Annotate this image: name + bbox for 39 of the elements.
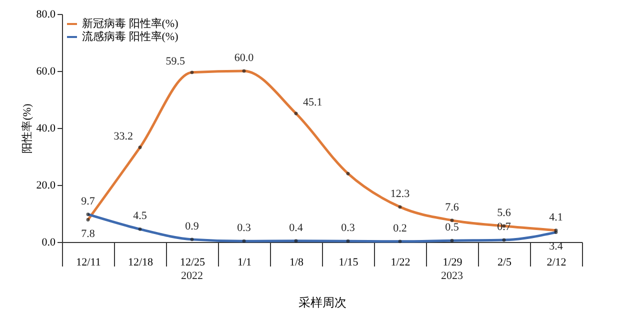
data-label: 45.1: [303, 96, 322, 108]
x-tick-label: 1/8: [289, 256, 304, 268]
data-label: 59.5: [166, 55, 186, 68]
y-tick-label: 20.0: [36, 180, 56, 192]
data-label: 7.8: [81, 228, 96, 240]
data-label: 0.3: [237, 222, 252, 234]
text: 2022: [181, 270, 203, 282]
y-tick-label: 40.0: [36, 122, 56, 134]
data-label: 9.7: [81, 195, 96, 208]
x-tick-label: 1/15: [338, 256, 359, 268]
x-tick-label: 2/5: [497, 256, 512, 268]
x-tick-label: 1/22: [390, 256, 410, 268]
x-tick-label: 1/29: [442, 256, 463, 268]
data-label: 4.1: [549, 211, 563, 224]
data-label: 0.5: [445, 222, 460, 234]
data-label: 3.4: [549, 240, 564, 252]
data-label: 7.6: [445, 201, 460, 214]
data-label: 0.4: [289, 222, 304, 234]
y-tick-label: 80.0: [36, 8, 56, 20]
data-label: 4.5: [133, 210, 148, 222]
data-label: 60.0: [234, 52, 254, 64]
data-label: 33.2: [114, 130, 133, 142]
data-label: 12.3: [390, 188, 410, 200]
text: 2023: [441, 270, 464, 282]
legend-label: 流感病毒 阳性率(%): [82, 30, 179, 43]
x-tick-label: 12/25: [180, 256, 206, 268]
data-label: 0.3: [341, 222, 356, 234]
y-tick-label: 0.0: [42, 236, 56, 248]
x-tick-label: 2/12: [546, 256, 566, 268]
x-tick-label: 12/18: [128, 256, 154, 268]
y-tick-label: 60.0: [36, 66, 56, 78]
y-axis-title: 阳性率(%): [20, 103, 34, 154]
x-axis-title: 采样周次: [298, 296, 346, 310]
legend-label: 新冠病毒 阳性率(%): [82, 17, 179, 30]
data-label: 5.6: [497, 207, 512, 220]
data-label: 0.9: [185, 220, 200, 232]
x-tick-label: 1/1: [237, 256, 252, 268]
data-label: 0.2: [393, 222, 407, 234]
x-tick-label: 12/11: [76, 256, 101, 268]
